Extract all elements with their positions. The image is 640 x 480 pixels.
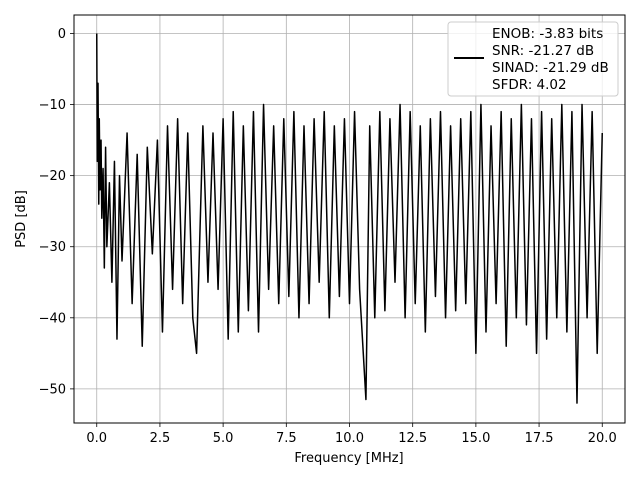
legend: ENOB: -3.83 bits SNR: -21.27 dB SINAD: -… <box>447 21 619 97</box>
y-tick-label: −50 <box>39 382 66 397</box>
x-axis-ticks: 0.0 2.5 5.0 7.5 10.0 12.5 15.0 17.5 20.0 <box>86 423 617 446</box>
x-tick-label: 12.5 <box>398 431 427 446</box>
y-axis-ticks: 0 −10 −20 −30 −40 −50 <box>39 27 74 397</box>
legend-box <box>447 21 619 97</box>
x-tick-label: 0.0 <box>86 431 107 446</box>
series-group <box>96 33 603 404</box>
y-tick-label: 0 <box>58 27 66 42</box>
x-tick-label: 20.0 <box>588 431 617 446</box>
psd-series-line <box>96 33 603 404</box>
legend-entry-enob: ENOB: -3.83 bits <box>492 26 603 42</box>
y-tick-label: −10 <box>39 98 66 113</box>
x-tick-label: 5.0 <box>213 431 234 446</box>
x-tick-label: 7.5 <box>276 431 297 446</box>
x-tick-label: 2.5 <box>150 431 171 446</box>
x-tick-label: 17.5 <box>525 431 554 446</box>
legend-entry-sfdr: SFDR: 4.02 <box>492 77 567 93</box>
x-axis-label: Frequency [MHz] <box>294 451 403 466</box>
legend-entry-sinad: SINAD: -21.29 dB <box>492 60 609 76</box>
y-tick-label: −40 <box>39 311 66 326</box>
y-axis-label: PSD [dB] <box>14 190 29 248</box>
x-tick-label: 15.0 <box>461 431 490 446</box>
y-tick-label: −30 <box>39 240 66 255</box>
x-tick-label: 10.0 <box>335 431 364 446</box>
legend-entry-snr: SNR: -21.27 dB <box>492 43 594 59</box>
y-tick-label: −20 <box>39 169 66 184</box>
